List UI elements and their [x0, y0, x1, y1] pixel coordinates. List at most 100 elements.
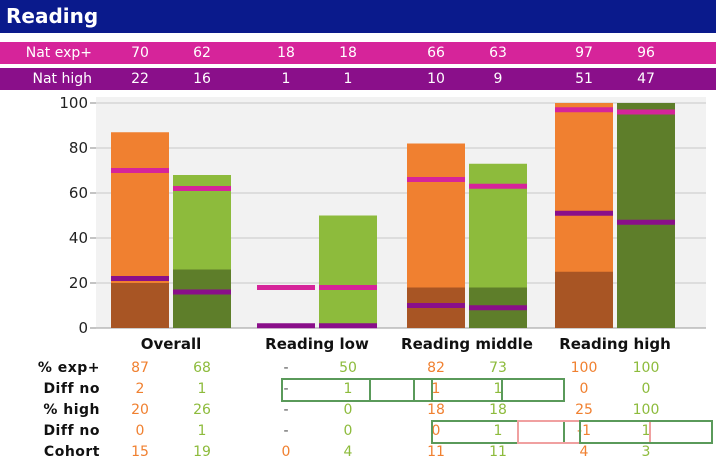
stat-value: 4 [343, 444, 353, 460]
nat-exp-marker [111, 168, 169, 173]
nat-high-marker [617, 219, 675, 225]
category-label: Overall [141, 335, 202, 353]
stat-row: % high 20 26 - 0 18 18 25 100 [0, 400, 716, 421]
nat-high-marker [407, 303, 465, 308]
stat-value: 100 [632, 360, 660, 376]
value-cell: 62 [193, 45, 211, 61]
bar-high [617, 103, 675, 328]
nat-high-marker [173, 289, 231, 295]
nat-exp-label: Nat exp+ [25, 45, 92, 61]
y-tick-label: 80 [69, 139, 88, 157]
bar-chart: 0 20 40 60 80 100 Overall Reading low Reading mi… [59, 94, 706, 353]
stat-label: % exp+ [37, 360, 100, 376]
stat-value: - [283, 423, 289, 439]
y-tick-label: 60 [69, 184, 88, 202]
highlight-box-green [281, 378, 415, 402]
stat-value: 18 [427, 402, 445, 418]
stat-value: 0 [641, 381, 651, 397]
stat-value: 25 [575, 402, 593, 418]
stat-value: 11 [427, 444, 445, 460]
stat-row: % exp+ 87 68 - 50 82 73 100 100 [0, 358, 716, 379]
stat-value: 0 [135, 423, 145, 439]
stat-value: - [283, 360, 289, 376]
page-title: Reading [0, 0, 716, 33]
nat-high-marker [555, 210, 613, 216]
category-label: Reading middle [401, 335, 533, 353]
highlight-box-green [431, 420, 565, 444]
stat-value: 0 [343, 402, 353, 418]
bar-high [173, 269, 231, 328]
nat-high-marker [111, 276, 169, 281]
bar-exp [319, 215, 377, 328]
bar-high [555, 271, 613, 328]
nat-exp-marker [617, 109, 675, 115]
stat-value: 20 [131, 402, 149, 418]
stat-value: 4 [579, 444, 589, 460]
stats-table: % exp+ 87 68-50 82 73 100 100 Diff no 2 1-1 1 1 0 0% … [0, 358, 716, 475]
category-label: Reading low [265, 335, 369, 353]
stat-value: 82 [427, 360, 445, 376]
value-cell: 97 [575, 45, 593, 61]
nat-exp-marker [555, 107, 613, 113]
value-cell: 1 [343, 71, 353, 87]
stat-label: Diff no [43, 423, 100, 439]
stat-label: Diff no [43, 381, 100, 397]
value-cell: 22 [131, 71, 149, 87]
stat-row: Diff no 2 1 - 1 1 1 0 0 [0, 379, 716, 400]
stat-value: 2 [135, 381, 145, 397]
stat-value: 73 [489, 360, 507, 376]
highlight-box-green [579, 420, 713, 444]
stat-label: Cohort [43, 444, 100, 460]
stat-row: Diff no 0 1-0 0 1 -1 1 [0, 421, 716, 442]
value-cell: 51 [575, 71, 593, 87]
stat-value: 0 [281, 444, 291, 460]
value-cell: 63 [489, 45, 507, 61]
y-tick-label: 100 [59, 94, 88, 112]
stat-value: 0 [343, 423, 353, 439]
stat-value: 18 [489, 402, 507, 418]
stat-value: 100 [632, 402, 660, 418]
stat-value: 0 [579, 381, 589, 397]
value-cell: 66 [427, 45, 445, 61]
bar-high [111, 283, 169, 328]
stat-label: % high [43, 402, 100, 418]
value-cell: 96 [637, 45, 655, 61]
value-cell: 10 [427, 71, 445, 87]
nat-exp-marker [173, 186, 231, 191]
stat-value: 87 [131, 360, 149, 376]
y-tick-label: 0 [78, 319, 88, 337]
value-cell: 18 [339, 45, 357, 61]
nat-high-row: Nat high 22 16 1 1 10 9 51 47 [0, 68, 716, 90]
value-cell: 1 [281, 71, 291, 87]
stat-value: 26 [193, 402, 211, 418]
nat-high-marker [319, 323, 377, 329]
stat-value: 50 [339, 360, 357, 376]
stat-value: 1 [493, 381, 503, 397]
y-tick-label: 20 [69, 274, 88, 292]
y-tick-label: 40 [69, 229, 88, 247]
value-cell: 9 [493, 71, 503, 87]
stat-value: 1 [197, 423, 207, 439]
stat-value: 0 [431, 423, 441, 439]
value-cell: 47 [637, 71, 655, 87]
value-cell: 18 [277, 45, 295, 61]
stat-value: 19 [193, 444, 211, 460]
stat-value: 1 [197, 381, 207, 397]
stat-value: 1 [641, 423, 651, 439]
stat-value: 1 [493, 423, 503, 439]
highlight-box-green [431, 378, 565, 402]
category-label: Reading high [559, 335, 671, 353]
stat-row: Cohort 15 19 0 4 11 11 4 3 [0, 442, 716, 463]
nat-high-marker [257, 323, 315, 329]
nat-high-label: Nat high [32, 71, 92, 87]
stat-value: 15 [131, 444, 149, 460]
stat-value: 68 [193, 360, 211, 376]
value-cell: 70 [131, 45, 149, 61]
nat-exp-row: Nat exp+ 70 62 18 18 66 63 97 96 [0, 42, 716, 64]
nat-exp-marker [407, 177, 465, 182]
stat-value: 1 [343, 381, 353, 397]
stat-value: 3 [641, 444, 651, 460]
stat-value: - [283, 381, 289, 397]
nat-exp-marker [469, 183, 527, 189]
stat-value: 100 [570, 360, 598, 376]
